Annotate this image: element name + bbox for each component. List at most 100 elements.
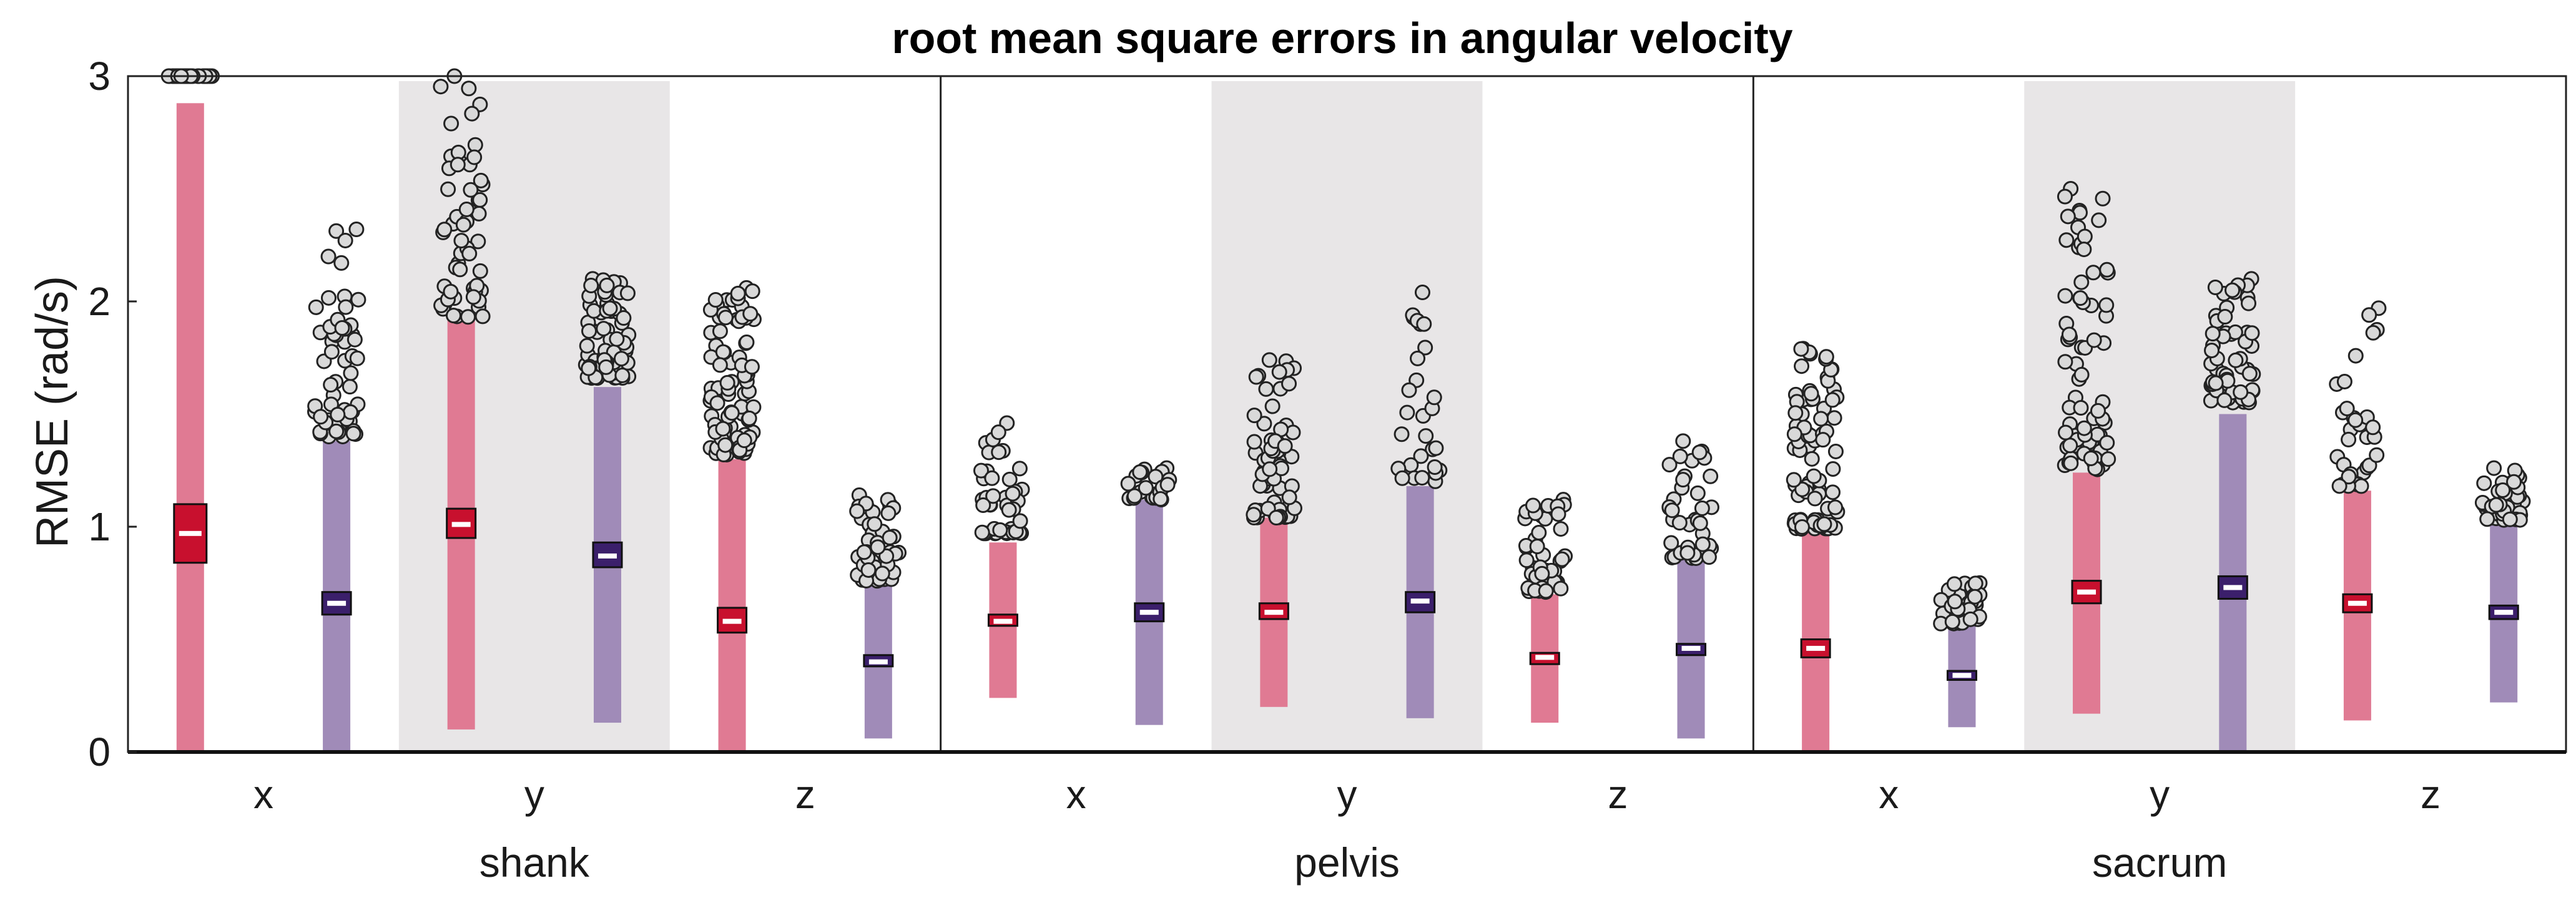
outlier-point-pelvis-z-b xyxy=(1694,536,1711,552)
outlier-point-shank-y-b xyxy=(613,351,629,367)
outlier-point-shank-y-b xyxy=(586,303,602,319)
outlier-point-pelvis-x-a xyxy=(991,444,1007,461)
outlier-point-shank-y-b xyxy=(602,300,618,316)
outlier-point-sacrum-y-a xyxy=(2100,451,2116,467)
outlier-point-sacrum-x-a xyxy=(1804,451,1820,467)
median-shank-x-b xyxy=(327,600,347,606)
outlier-point-sacrum-y-a xyxy=(2077,228,2093,245)
outlier-point-sacrum-y-b xyxy=(2225,282,2241,298)
outlier-point-pelvis-x-a xyxy=(1001,502,1017,518)
outlier-point-sacrum-y-a xyxy=(2086,332,2102,348)
outlier-point-sacrum-y-a xyxy=(2083,451,2099,467)
outlier-point-sacrum-x-a xyxy=(1813,411,1829,427)
outlier-point-sacrum-x-a xyxy=(1787,405,1804,421)
outlier-point-sacrum-z-b xyxy=(2479,511,2495,527)
outlier-point-pelvis-y-b xyxy=(1394,470,1410,486)
outlier-point-pelvis-z-b xyxy=(1689,485,1706,501)
outlier-point-pelvis-y-b xyxy=(1401,382,1417,398)
outlier-point-sacrum-z-b xyxy=(2505,474,2522,490)
outlier-point-shank-y-a xyxy=(474,308,491,325)
outlier-point-shank-z-a xyxy=(744,283,760,300)
outlier-point-shank-y-a xyxy=(472,263,488,279)
outlier-point-pelvis-x-a xyxy=(1012,513,1028,529)
outlier-point-sacrum-y-b xyxy=(2207,279,2223,295)
outlier-point-sacrum-y-a xyxy=(2062,437,2078,454)
outlier-point-sacrum-y-a xyxy=(2076,242,2092,258)
outlier-point-sacrum-y-a xyxy=(2099,434,2115,451)
outlier-point-shank-y-a xyxy=(436,222,453,238)
outlier-point-sacrum-x-b xyxy=(1962,611,1979,627)
outlier-point-sacrum-x-b xyxy=(1967,575,1984,592)
outlier-point-pelvis-x-a xyxy=(974,524,990,540)
outlier-point-sacrum-x-a xyxy=(1825,461,1841,477)
y-tick-label: 3 xyxy=(88,54,111,99)
outlier-point-shank-x-b xyxy=(349,350,365,366)
outlier-point-pelvis-x-a xyxy=(990,424,1006,441)
outlier-point-pelvis-x-a xyxy=(992,522,1008,538)
outlier-point-shank-z-a xyxy=(717,310,734,326)
outlier-point-sacrum-x-a xyxy=(1824,392,1841,408)
outlier-point-shank-x-b xyxy=(308,299,324,315)
outlier-point-sacrum-y-b xyxy=(2208,375,2224,391)
outlier-point-pelvis-x-a xyxy=(984,470,1000,486)
iqr-box-shank-x-b xyxy=(321,591,352,616)
median-sacrum-z-b xyxy=(2494,610,2514,615)
outlier-point-sacrum-y-a xyxy=(2073,400,2089,416)
outlier-point-shank-y-a xyxy=(450,157,466,173)
outlier-point-sacrum-y-a xyxy=(2072,290,2088,306)
outlier-point-sacrum-z-b xyxy=(2488,497,2504,513)
outlier-point-pelvis-y-a xyxy=(1248,369,1264,385)
outlier-point-pelvis-y-b xyxy=(1417,339,1433,356)
outlier-point-sacrum-z-a xyxy=(2353,478,2369,494)
outlier-point-sacrum-y-a xyxy=(2098,297,2115,313)
median-shank-x-a xyxy=(179,530,202,536)
outlier-point-sacrum-x-b xyxy=(1946,576,1962,592)
outlier-point-pelvis-z-a xyxy=(1534,565,1550,582)
outlier-point-shank-z-b xyxy=(860,562,877,578)
outlier-point-sacrum-x-a xyxy=(1794,481,1811,497)
chart-marks xyxy=(160,68,2531,752)
outlier-point-shank-y-a xyxy=(433,79,449,95)
outlier-point-shank-x-b xyxy=(328,423,345,439)
outlier-point-pelvis-x-a xyxy=(973,462,990,479)
outlier-point-shank-y-b xyxy=(598,359,614,375)
outlier-point-shank-y-a xyxy=(455,217,471,233)
outlier-point-pelvis-z-b xyxy=(1675,433,1691,449)
outlier-point-shank-x-b xyxy=(313,409,329,425)
outlier-point-pelvis-x-a xyxy=(975,497,991,513)
outlier-point-shank-x-b xyxy=(323,344,340,360)
outlier-point-pelvis-x-a xyxy=(1005,486,1021,502)
outlier-point-pelvis-y-a xyxy=(1256,416,1272,432)
outlier-point-pelvis-z-b xyxy=(1692,515,1708,531)
shaded-regions xyxy=(398,81,2296,752)
outlier-point-pelvis-y-a xyxy=(1246,507,1262,523)
outlier-point-pelvis-x-b xyxy=(1132,464,1148,481)
outlier-point-pelvis-y-b xyxy=(1418,428,1434,444)
outlier-point-pelvis-y-a xyxy=(1271,364,1287,380)
outlier-point-shank-x-b xyxy=(323,377,339,393)
outlier-point-sacrum-x-a xyxy=(1806,468,1822,484)
chart-labels: x y z shank x y z pelvis x y z sacrum 0 1 2 3 xyxy=(88,54,2441,886)
outlier-point-sacrum-x-a xyxy=(1818,349,1834,365)
outlier-point-shank-x-b xyxy=(334,320,350,336)
outlier-point-pelvis-x-b xyxy=(1138,480,1154,496)
outlier-point-pelvis-z-a xyxy=(1529,539,1545,555)
outlier-point-pelvis-x-b xyxy=(1148,469,1164,485)
outlier-point-sacrum-y-b xyxy=(2216,392,2233,408)
outlier-point-shank-z-a xyxy=(730,285,746,301)
iqr-box-shank-z-a xyxy=(717,607,748,634)
outlier-point-shank-y-a xyxy=(452,261,468,278)
outlier-point-shank-y-a xyxy=(443,283,459,300)
median-pelvis-x-a xyxy=(993,618,1013,624)
outlier-point-sacrum-z-b xyxy=(2495,482,2511,499)
outlier-point-shank-z-a xyxy=(715,421,731,437)
outlier-point-shank-y-b xyxy=(581,323,597,339)
outlier-point-pelvis-y-b xyxy=(1413,448,1429,464)
outlier-point-shank-y-a xyxy=(461,81,477,97)
outlier-point-sacrum-x-a xyxy=(1827,499,1844,515)
outlier-point-shank-x-b xyxy=(333,255,350,271)
outlier-point-shank-z-a xyxy=(717,437,734,453)
outlier-point-shank-y-b xyxy=(583,278,599,294)
shade-shank-y xyxy=(398,81,670,752)
outlier-point-sacrum-y-a xyxy=(2063,455,2079,471)
